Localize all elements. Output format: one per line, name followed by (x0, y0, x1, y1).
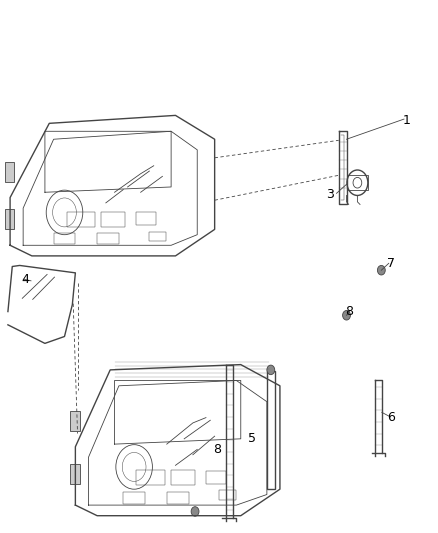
Circle shape (191, 507, 199, 516)
Bar (67, 212, 95, 227)
Bar (102, 212, 125, 227)
FancyBboxPatch shape (70, 411, 80, 431)
Bar (136, 470, 165, 485)
Text: 3: 3 (326, 189, 334, 201)
Bar (97, 232, 119, 244)
Bar (171, 470, 195, 485)
Text: 1: 1 (402, 114, 410, 127)
Circle shape (343, 311, 350, 320)
Bar (346, 175, 368, 190)
Bar (136, 212, 156, 225)
Text: 5: 5 (247, 432, 256, 446)
Circle shape (378, 265, 385, 275)
FancyBboxPatch shape (5, 209, 14, 229)
Text: 7: 7 (387, 257, 395, 270)
Bar (206, 471, 226, 484)
Text: 8: 8 (213, 443, 221, 456)
Bar (267, 372, 275, 489)
Text: 4: 4 (21, 273, 29, 286)
Bar (219, 490, 236, 500)
Text: 6: 6 (387, 411, 395, 424)
Bar (149, 231, 166, 241)
Bar (123, 492, 145, 504)
FancyBboxPatch shape (5, 161, 14, 182)
Bar (167, 492, 188, 504)
Text: 8: 8 (346, 305, 353, 318)
Bar (53, 232, 75, 244)
FancyBboxPatch shape (70, 464, 80, 484)
Circle shape (267, 365, 275, 375)
